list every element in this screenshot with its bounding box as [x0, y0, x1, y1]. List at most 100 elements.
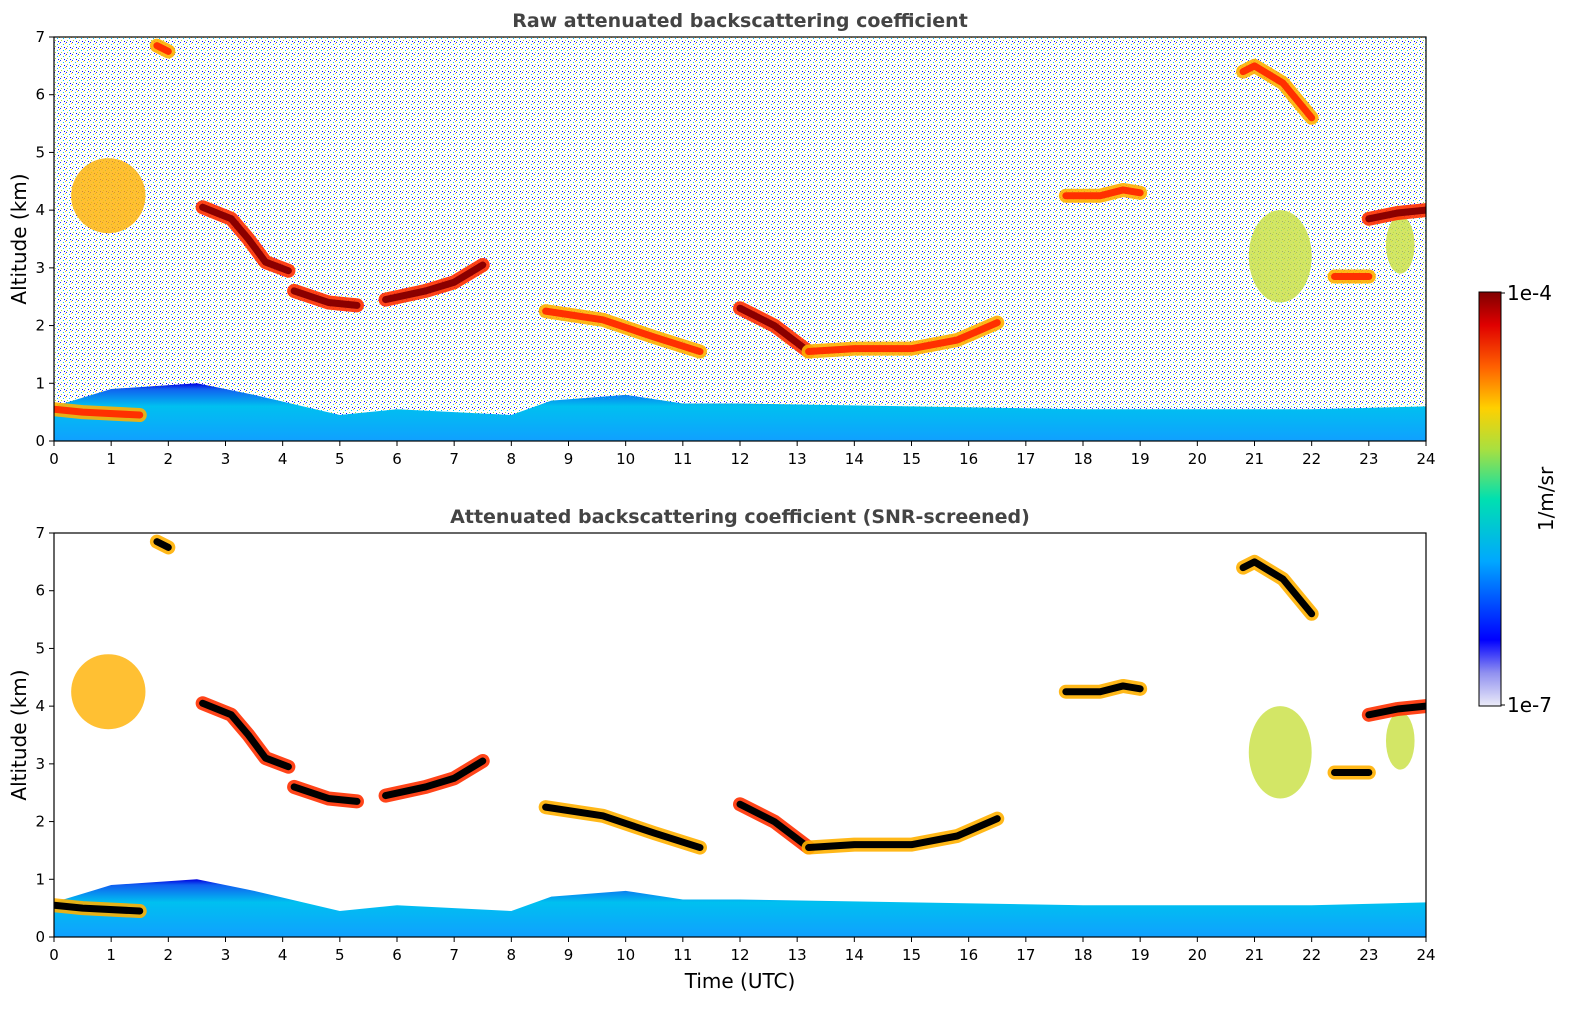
colorbar-max-label: 1e-4 [1507, 281, 1552, 305]
x-tick-label: 13 [788, 946, 807, 964]
cloud-layer-high-cloud-early [153, 42, 172, 55]
y-tick-label: 5 [35, 143, 45, 161]
aerosol-plume-plume-evening [1248, 706, 1312, 799]
y-tick-label: 0 [35, 432, 45, 450]
x-tick-label: 23 [1359, 450, 1378, 468]
y-tick-label: 0 [35, 928, 45, 946]
x-tick-label: 10 [616, 450, 635, 468]
screened-heatmap-area [54, 533, 1426, 937]
panel-title-raw: Raw attenuated backscattering coefficien… [512, 10, 968, 32]
x-tick-label: 4 [278, 946, 288, 964]
x-tick-label: 11 [673, 946, 692, 964]
screened-x-ticks: 0 1 2 3 4 5 6 7 8 9 10 11 12 13 14 15 16 17 18 19 20 21 22 23 24 [49, 937, 1436, 964]
raw-backscatter-panel: Raw attenuated backscattering coefficien… [7, 10, 1436, 468]
y-tick-label: 7 [35, 28, 45, 46]
aerosol-plume-plume-late [1385, 711, 1415, 770]
aerosol-plume-plume-morning [71, 158, 146, 234]
y-tick-label: 2 [35, 813, 45, 831]
y-tick-label: 2 [35, 317, 45, 335]
y-tick-label: 1 [35, 870, 45, 888]
colorbar-min-label: 1e-7 [1507, 693, 1552, 717]
x-tick-label: 12 [730, 450, 749, 468]
x-tick-label: 23 [1359, 946, 1378, 964]
x-tick-label: 8 [507, 946, 517, 964]
x-tick-label: 1 [106, 946, 116, 964]
screened-backscatter-panel: Attenuated backscattering coefficient (S… [7, 506, 1436, 993]
x-tick-label: 16 [959, 450, 978, 468]
x-tick-label: 16 [959, 946, 978, 964]
x-tick-label: 11 [673, 450, 692, 468]
cloud-layer-low-cloud-morning [54, 901, 144, 915]
x-tick-label: 17 [1016, 946, 1035, 964]
screened-y-axis-label: Altitude (km) [7, 669, 31, 800]
x-tick-label: 6 [392, 946, 402, 964]
x-tick-label: 4 [278, 450, 288, 468]
y-tick-label: 4 [35, 201, 45, 219]
cloud-layer-mid-cloud-afternoon [805, 815, 1001, 852]
x-tick-label: 14 [845, 450, 864, 468]
cloud-layer-upper-cloud-late [1365, 702, 1426, 719]
raw-y-axis-label: Altitude (km) [7, 173, 31, 304]
cloud-layer-mid-cloud-descending [199, 203, 292, 275]
x-tick-label: 3 [221, 946, 231, 964]
y-tick-label: 3 [35, 259, 45, 277]
x-tick-label: 15 [902, 450, 921, 468]
colorbar-gradient [1478, 291, 1502, 707]
x-tick-label: 13 [788, 450, 807, 468]
aerosol-plume-plume-evening [1248, 210, 1312, 303]
x-tick-label: 1 [106, 450, 116, 468]
cloud-layer-mid-cloud-noon [736, 304, 813, 356]
cloud-layer-mid-cloud-descending-2 [542, 307, 704, 356]
cloud-layer-mid-cloud-rising [382, 757, 487, 800]
x-tick-label: 6 [392, 450, 402, 468]
x-tick-label: 21 [1245, 946, 1264, 964]
y-tick-label: 4 [35, 697, 45, 715]
y-tick-label: 1 [35, 374, 45, 392]
y-tick-label: 7 [35, 524, 45, 542]
x-tick-label: 21 [1245, 450, 1264, 468]
raw-heatmap-area [54, 37, 1426, 441]
x-tick-label: 2 [164, 946, 174, 964]
cloud-layer-mid-cloud-band [290, 783, 361, 805]
cloud-layer-mid-cloud-afternoon [805, 319, 1001, 356]
raw-x-ticks: 0 1 2 3 4 5 6 7 8 9 10 11 12 13 14 15 16 17 18 19 20 21 22 23 24 [49, 441, 1436, 468]
x-tick-label: 5 [335, 450, 345, 468]
x-tick-label: 0 [49, 946, 59, 964]
cloud-layer-mid-cloud-noon [736, 800, 813, 852]
heatmap-background [54, 37, 1426, 441]
cloud-layer-mid-cloud-descending-2 [542, 803, 704, 852]
boundary-layer-aerosol [54, 383, 1426, 441]
x-tick-label: 10 [616, 946, 635, 964]
x-tick-label: 20 [1188, 946, 1207, 964]
cloud-layer-low-cloud-morning [54, 405, 144, 419]
cloud-layer-high-cloud-evening [1239, 62, 1316, 122]
y-tick-label: 3 [35, 755, 45, 773]
x-tick-label: 14 [845, 946, 864, 964]
x-tick-label: 2 [164, 450, 174, 468]
y-tick-label: 5 [35, 639, 45, 657]
panel-title-screened: Attenuated backscattering coefficient (S… [450, 506, 1030, 528]
cloud-layer-upper-cloud-evening [1062, 186, 1144, 200]
x-tick-label: 9 [564, 946, 574, 964]
x-axis-label: Time (UTC) [684, 969, 796, 993]
cloud-layer-high-cloud-evening [1239, 558, 1316, 618]
x-tick-label: 24 [1416, 450, 1435, 468]
x-tick-label: 3 [221, 450, 231, 468]
x-tick-label: 24 [1416, 946, 1435, 964]
x-tick-label: 12 [730, 946, 749, 964]
screened-y-ticks: 0 1 2 3 4 5 6 7 [35, 524, 54, 946]
y-tick-label: 6 [35, 582, 45, 600]
y-tick-label: 6 [35, 86, 45, 104]
x-tick-label: 18 [1073, 450, 1092, 468]
cloud-layer-mid-cloud-rising [382, 261, 487, 304]
cloud-layer-mid-cloud-descending [199, 699, 292, 771]
aerosol-plume-plume-morning [71, 654, 146, 730]
x-tick-label: 22 [1302, 946, 1321, 964]
x-tick-label: 9 [564, 450, 574, 468]
x-tick-label: 17 [1016, 450, 1035, 468]
x-tick-label: 15 [902, 946, 921, 964]
x-tick-label: 19 [1131, 946, 1150, 964]
cloud-layer-upper-cloud-late [1365, 206, 1426, 223]
x-tick-label: 22 [1302, 450, 1321, 468]
